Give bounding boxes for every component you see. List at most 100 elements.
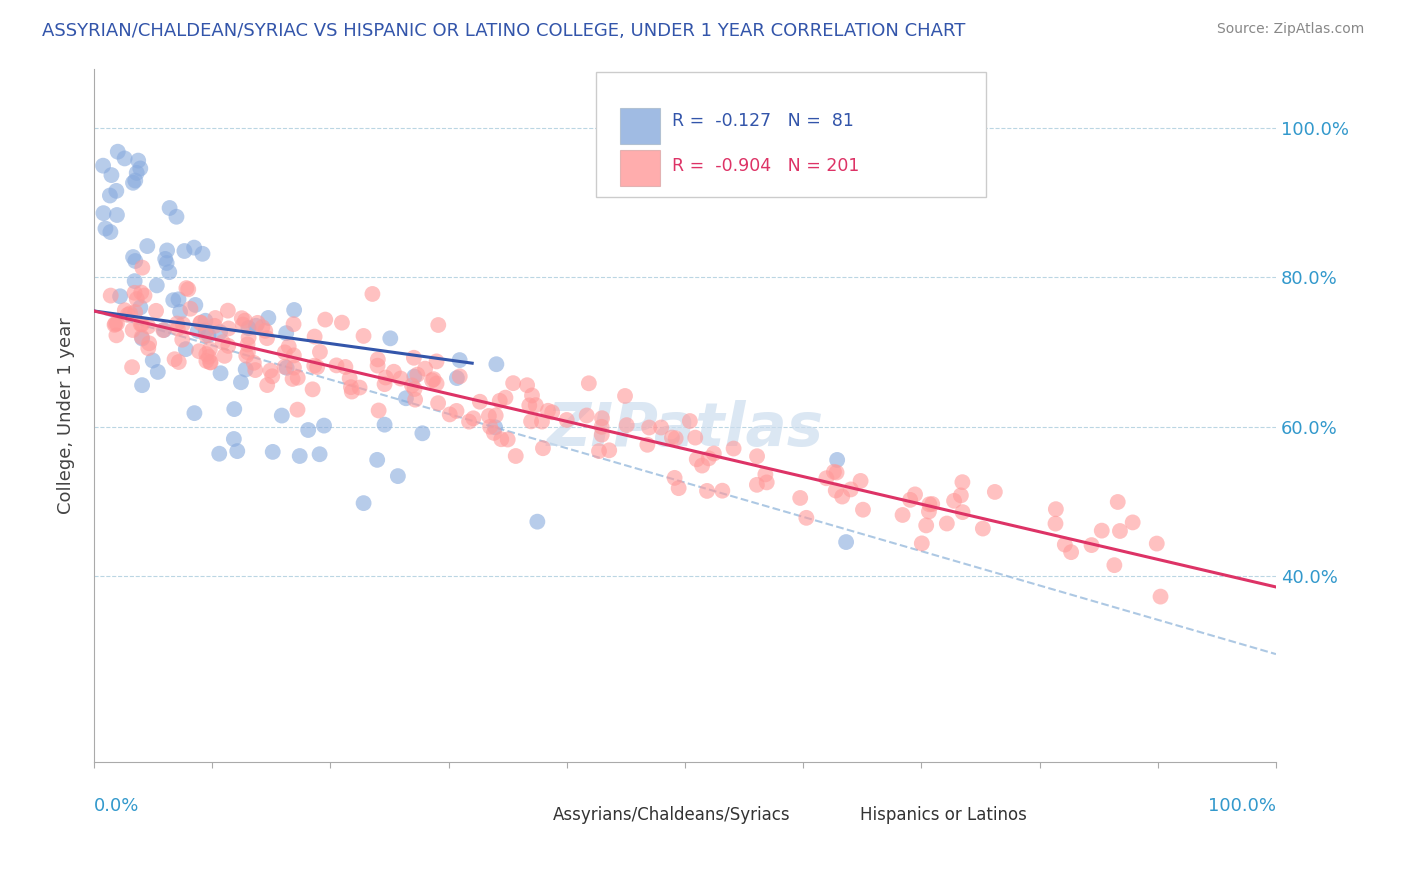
Point <box>283 360 305 375</box>
Point <box>636 438 658 452</box>
Point <box>650 420 672 434</box>
Point <box>124 254 146 268</box>
Point <box>308 447 330 461</box>
Point <box>105 317 128 331</box>
Point <box>155 252 177 266</box>
FancyBboxPatch shape <box>620 150 661 186</box>
Point <box>1107 495 1129 509</box>
Point <box>340 384 363 399</box>
Point <box>395 391 418 405</box>
Point <box>200 355 222 369</box>
Point <box>484 420 506 434</box>
Point <box>277 340 299 354</box>
Point <box>283 317 305 331</box>
Point <box>915 518 938 533</box>
Point <box>194 323 217 337</box>
FancyBboxPatch shape <box>517 804 548 826</box>
Point <box>100 168 122 182</box>
Point <box>208 447 231 461</box>
Point <box>491 432 513 446</box>
Point <box>374 370 396 384</box>
Point <box>166 210 188 224</box>
Text: ZIPatlas: ZIPatlas <box>547 400 824 458</box>
Point <box>575 409 598 423</box>
Point <box>711 483 734 498</box>
Point <box>184 298 207 312</box>
Point <box>516 378 538 392</box>
Point <box>91 159 114 173</box>
Point <box>485 409 508 423</box>
Point <box>683 431 706 445</box>
Point <box>505 449 527 463</box>
Point <box>1045 502 1067 516</box>
Point <box>426 376 449 391</box>
Point <box>94 221 117 235</box>
Point <box>177 282 200 296</box>
Point <box>402 351 425 365</box>
Point <box>824 483 846 498</box>
Point <box>287 370 309 384</box>
Point <box>911 536 934 550</box>
Point <box>136 239 159 253</box>
Point <box>142 353 165 368</box>
Point <box>335 359 357 374</box>
Point <box>198 350 221 364</box>
Point <box>825 466 848 480</box>
Point <box>117 308 139 322</box>
Point <box>952 505 974 519</box>
Point <box>304 329 326 343</box>
Point <box>125 166 148 180</box>
Point <box>166 317 188 331</box>
Point <box>173 244 195 258</box>
Text: Source: ZipAtlas.com: Source: ZipAtlas.com <box>1216 22 1364 37</box>
Text: ASSYRIAN/CHALDEAN/SYRIAC VS HISPANIC OR LATINO COLLEGE, UNDER 1 YEAR CORRELATION: ASSYRIAN/CHALDEAN/SYRIAC VS HISPANIC OR … <box>42 22 966 40</box>
Point <box>167 293 190 307</box>
Point <box>374 417 396 432</box>
Point <box>226 444 249 458</box>
FancyBboxPatch shape <box>596 72 987 197</box>
Point <box>815 471 838 485</box>
Point <box>520 414 543 428</box>
Point <box>156 244 179 258</box>
Point <box>665 431 688 445</box>
Point <box>105 184 128 198</box>
Point <box>217 303 239 318</box>
Point <box>578 376 600 391</box>
Point <box>468 394 491 409</box>
FancyBboxPatch shape <box>620 108 661 144</box>
Point <box>374 377 396 392</box>
Point <box>283 348 305 362</box>
Text: R =  -0.127   N =  81: R = -0.127 N = 81 <box>672 112 853 130</box>
Point <box>238 330 260 344</box>
Point <box>179 301 201 316</box>
Point <box>588 444 610 458</box>
Point <box>218 321 240 335</box>
Point <box>439 408 461 422</box>
Point <box>745 449 768 463</box>
Point <box>236 345 259 359</box>
Point <box>361 287 384 301</box>
Point <box>478 409 501 423</box>
Point <box>124 285 146 300</box>
Point <box>339 371 361 385</box>
Point <box>191 247 214 261</box>
Point <box>131 378 153 392</box>
Point <box>406 368 429 382</box>
Point <box>825 453 848 467</box>
Point <box>198 355 221 369</box>
Point <box>494 391 516 405</box>
Point <box>172 333 194 347</box>
Point <box>107 145 129 159</box>
Point <box>458 415 481 429</box>
Point <box>262 369 284 384</box>
Point <box>124 305 146 319</box>
Point <box>229 376 252 390</box>
Point <box>114 152 136 166</box>
Point <box>276 326 298 341</box>
Point <box>254 324 277 338</box>
Point <box>382 365 405 379</box>
Point <box>524 398 547 412</box>
Point <box>103 318 125 332</box>
Point <box>231 311 253 326</box>
Point <box>754 467 776 482</box>
